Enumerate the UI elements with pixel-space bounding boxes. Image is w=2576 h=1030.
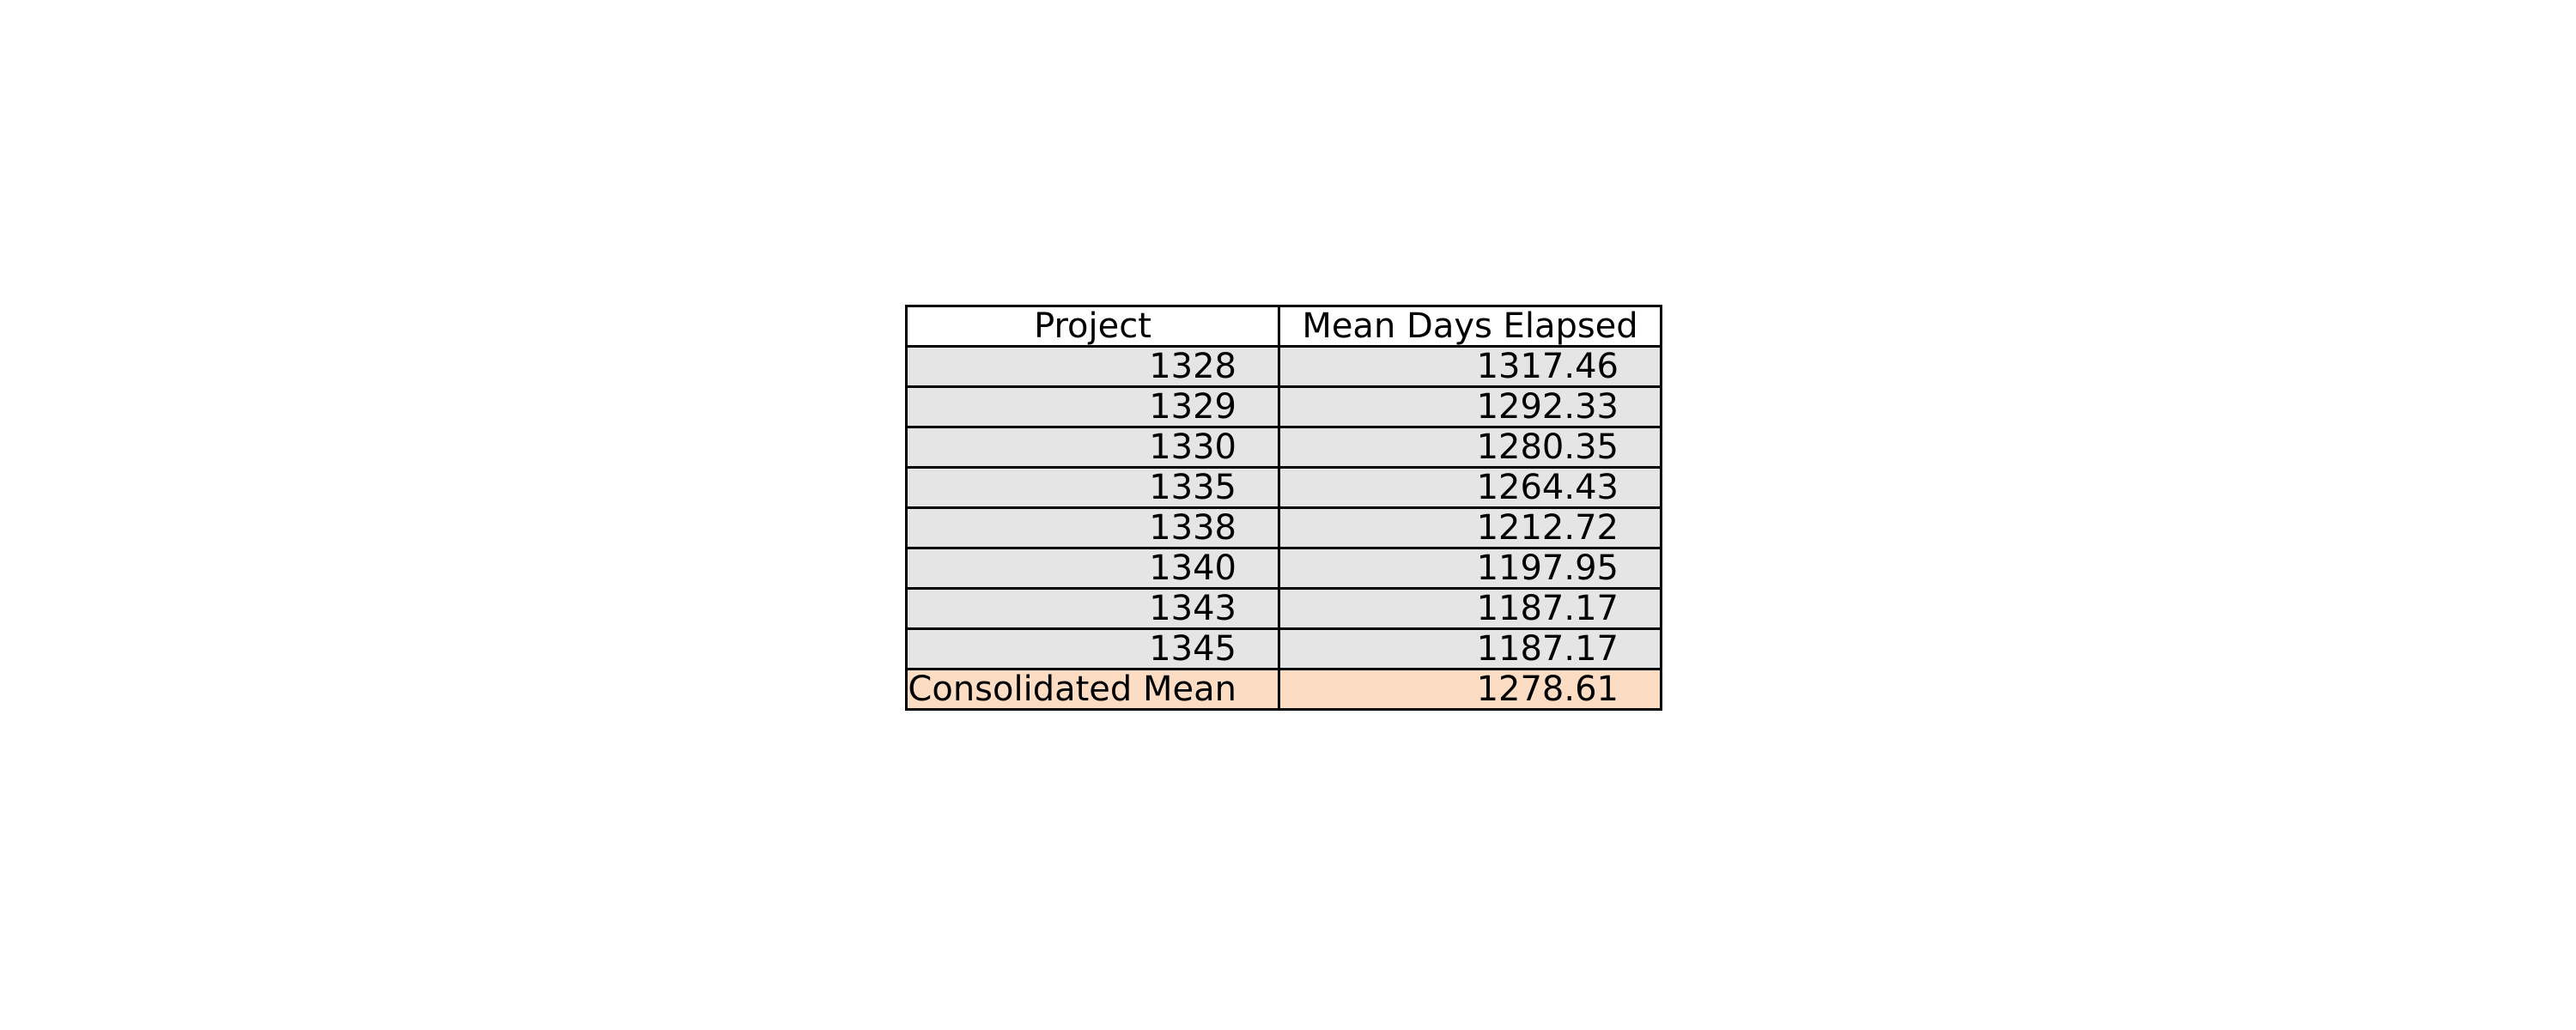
table-header: Project Mean Days Elapsed	[905, 305, 1662, 348]
header-row: Project Mean Days Elapsed	[905, 305, 1662, 348]
mean-days-cell: 1317.46	[1278, 345, 1662, 388]
table-body: 1328 1317.46 1329 1292.33 1330 1280.35 1…	[905, 345, 1662, 711]
mean-days-cell: 1187.17	[1278, 587, 1662, 630]
summary-value-cell: 1278.61	[1278, 668, 1662, 711]
table-row: 1338 1212.72	[905, 506, 1662, 549]
project-cell: 1340	[905, 547, 1280, 590]
table-row: 1345 1187.17	[905, 627, 1662, 670]
project-cell: 1330	[905, 426, 1280, 469]
summary-row: Consolidated Mean 1278.61	[905, 668, 1662, 711]
table-container: Project Mean Days Elapsed 1328 1317.46 1…	[905, 305, 1662, 711]
table-row: 1343 1187.17	[905, 587, 1662, 630]
project-cell: 1343	[905, 587, 1280, 630]
project-cell: 1338	[905, 506, 1280, 549]
summary-label-cell: Consolidated Mean	[905, 668, 1280, 711]
project-cell: 1335	[905, 466, 1280, 509]
mean-days-cell: 1292.33	[1278, 385, 1662, 428]
mean-days-cell: 1197.95	[1278, 547, 1662, 590]
mean-days-cell: 1212.72	[1278, 506, 1662, 549]
table-row: 1329 1292.33	[905, 385, 1662, 428]
table-row: 1330 1280.35	[905, 426, 1662, 469]
project-cell: 1328	[905, 345, 1280, 388]
data-table: Project Mean Days Elapsed 1328 1317.46 1…	[905, 305, 1662, 711]
project-cell: 1345	[905, 627, 1280, 670]
project-cell: 1329	[905, 385, 1280, 428]
mean-days-cell: 1187.17	[1278, 627, 1662, 670]
table-row: 1335 1264.43	[905, 466, 1662, 509]
table-row: 1328 1317.46	[905, 345, 1662, 388]
column-header-mean-days-elapsed: Mean Days Elapsed	[1278, 305, 1662, 348]
mean-days-cell: 1264.43	[1278, 466, 1662, 509]
table-row: 1340 1197.95	[905, 547, 1662, 590]
mean-days-cell: 1280.35	[1278, 426, 1662, 469]
column-header-project: Project	[905, 305, 1280, 348]
